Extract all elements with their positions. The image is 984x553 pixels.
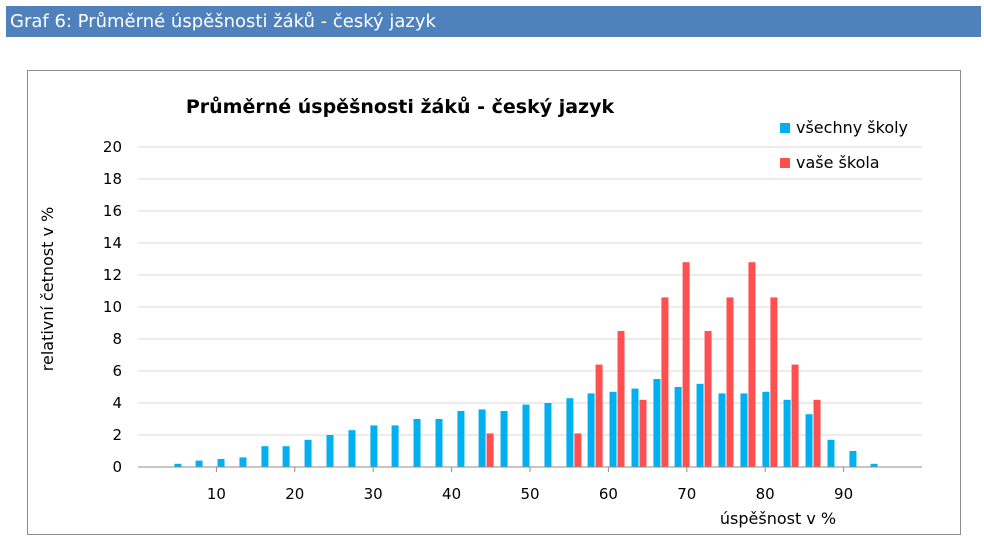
bar-all-schools — [217, 459, 225, 467]
x-tick-label: 50 — [520, 485, 539, 503]
x-axis-label: úspěšnost v % — [720, 509, 836, 528]
bar-all-schools — [566, 398, 574, 467]
bars — [174, 262, 878, 467]
bar-all-schools — [609, 391, 617, 467]
chart-frame: 0 2 4 6 8 10 12 14 16 18 20 10 20 30 40 50 60 70 80 90 Prů… — [27, 70, 961, 535]
bar-all-schools — [174, 463, 182, 467]
bar-your-school — [726, 297, 734, 467]
bar-all-schools — [544, 403, 552, 467]
bar-all-schools — [304, 439, 312, 467]
legend-swatch-all-schools — [780, 123, 790, 133]
bar-all-schools — [696, 383, 704, 467]
bar-all-schools — [631, 388, 639, 467]
bar-all-schools — [261, 446, 269, 467]
x-tick-label: 40 — [442, 485, 461, 503]
bar-all-schools — [522, 404, 530, 467]
y-tick-label: 14 — [103, 234, 122, 252]
bar-your-school — [639, 399, 647, 467]
legend-label-your-school: vaše škola — [796, 153, 880, 172]
bar-your-school — [748, 262, 756, 467]
bar-all-schools — [587, 393, 595, 467]
y-tick-label: 10 — [103, 298, 122, 316]
bar-all-schools — [805, 414, 813, 467]
bar-all-schools — [653, 379, 661, 467]
bar-all-schools — [370, 425, 378, 467]
bar-all-schools — [282, 446, 290, 467]
x-tick-label: 90 — [834, 485, 853, 503]
bar-all-schools — [391, 425, 399, 467]
y-axis-label: relativní četnost v % — [38, 207, 57, 371]
x-tick-label: 70 — [677, 485, 696, 503]
x-tick-label: 20 — [285, 485, 304, 503]
bar-your-school — [661, 297, 669, 467]
chart-title: Průměrné úspěšnosti žáků - český jazyk — [186, 95, 615, 118]
bar-all-schools — [500, 411, 508, 467]
bar-all-schools — [326, 435, 334, 467]
legend: všechny školy vaše škola — [780, 118, 908, 172]
y-tick-label: 12 — [103, 266, 122, 284]
bar-all-schools — [783, 399, 791, 467]
legend-swatch-your-school — [780, 158, 790, 168]
bar-all-schools — [478, 409, 486, 467]
bar-all-schools — [457, 411, 465, 467]
bar-all-schools — [413, 419, 421, 467]
y-tick-label: 16 — [103, 202, 122, 220]
bar-your-school — [682, 262, 690, 467]
legend-label-all-schools: všechny školy — [796, 118, 908, 137]
y-axis-ticks: 0 2 4 6 8 10 12 14 16 18 20 — [103, 138, 122, 476]
bar-all-schools — [239, 457, 247, 467]
x-tick-label: 80 — [756, 485, 775, 503]
x-tick-label: 60 — [599, 485, 618, 503]
bar-your-school — [813, 399, 821, 467]
bar-all-schools — [195, 460, 203, 467]
grid — [138, 146, 922, 436]
y-tick-label: 4 — [112, 394, 122, 412]
y-tick-label: 0 — [112, 458, 122, 476]
y-tick-label: 2 — [112, 426, 122, 444]
bar-all-schools — [348, 430, 356, 467]
bar-all-schools — [740, 393, 748, 467]
x-axis-ticks: 10 20 30 40 50 60 70 80 90 — [207, 467, 853, 503]
bar-your-school — [617, 331, 625, 467]
y-tick-label: 8 — [112, 330, 122, 348]
bar-all-schools — [435, 419, 443, 467]
bar-your-school — [704, 331, 712, 467]
y-tick-label: 6 — [112, 362, 122, 380]
x-tick-label: 10 — [207, 485, 226, 503]
y-tick-label: 18 — [103, 170, 122, 188]
bar-all-schools — [762, 391, 770, 467]
y-tick-label: 20 — [103, 138, 122, 156]
bar-all-schools — [718, 393, 726, 467]
bar-all-schools — [827, 439, 835, 467]
bar-your-school — [486, 433, 494, 467]
bar-all-schools — [674, 387, 682, 467]
bar-your-school — [770, 297, 778, 467]
bar-your-school — [791, 364, 799, 467]
bar-your-school — [574, 433, 582, 467]
bar-all-schools — [849, 451, 857, 467]
bar-all-schools — [870, 463, 878, 467]
x-tick-label: 30 — [364, 485, 383, 503]
figure-caption: Graf 6: Průměrné úspěšnosti žáků - český… — [6, 6, 981, 37]
histogram-chart: 0 2 4 6 8 10 12 14 16 18 20 10 20 30 40 50 60 70 80 90 Prů… — [38, 95, 922, 528]
bar-your-school — [595, 364, 603, 467]
